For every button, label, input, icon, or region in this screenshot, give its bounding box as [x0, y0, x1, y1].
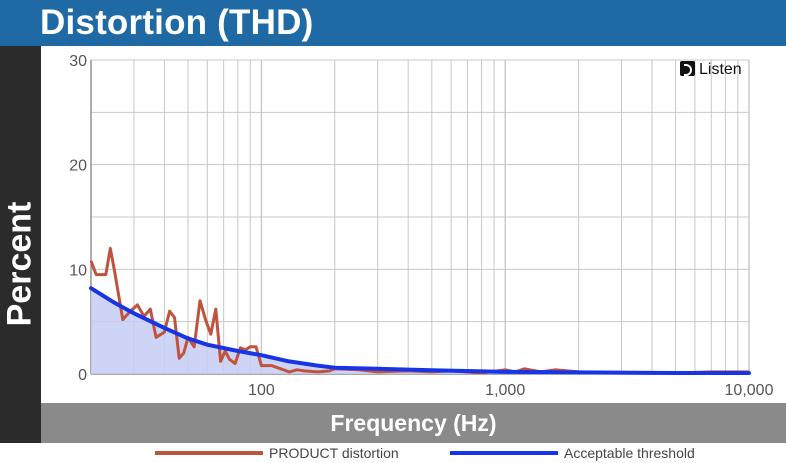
series-line-acceptable-threshold [89, 286, 751, 375]
y-tick-label: 20 [69, 158, 87, 175]
y-tick-label: 30 [69, 53, 87, 70]
x-axis-label: Frequency (Hz) [330, 410, 497, 436]
legend: PRODUCT distortion Acceptable threshold [0, 443, 786, 463]
y-tick-label: 10 [69, 262, 87, 279]
y-axis-bar: Percent [0, 46, 41, 443]
legend-item-product: PRODUCT distortion [155, 445, 399, 461]
brand-logo: Listen [680, 61, 742, 81]
legend-item-threshold: Acceptable threshold [450, 445, 695, 461]
legend-swatch-threshold [450, 451, 558, 456]
legend-swatch-product [155, 451, 263, 456]
series-line-product-distortion [89, 246, 749, 375]
header-bar: Distortion (THD) [0, 0, 786, 46]
y-tick-label: 0 [78, 367, 87, 384]
chart-title: Distortion (THD) [40, 3, 314, 42]
threshold-area [91, 288, 749, 374]
x-tick-label: 10,000 [725, 382, 774, 399]
ear-icon [680, 61, 695, 77]
x-axis-bar: Frequency (Hz) [41, 403, 786, 443]
x-tick-label: 100 [248, 382, 275, 399]
x-tick-label: 1,000 [485, 382, 525, 399]
brand-logo-text: Listen [699, 61, 742, 78]
legend-label-threshold: Acceptable threshold [564, 445, 695, 461]
legend-label-product: PRODUCT distortion [269, 445, 399, 461]
